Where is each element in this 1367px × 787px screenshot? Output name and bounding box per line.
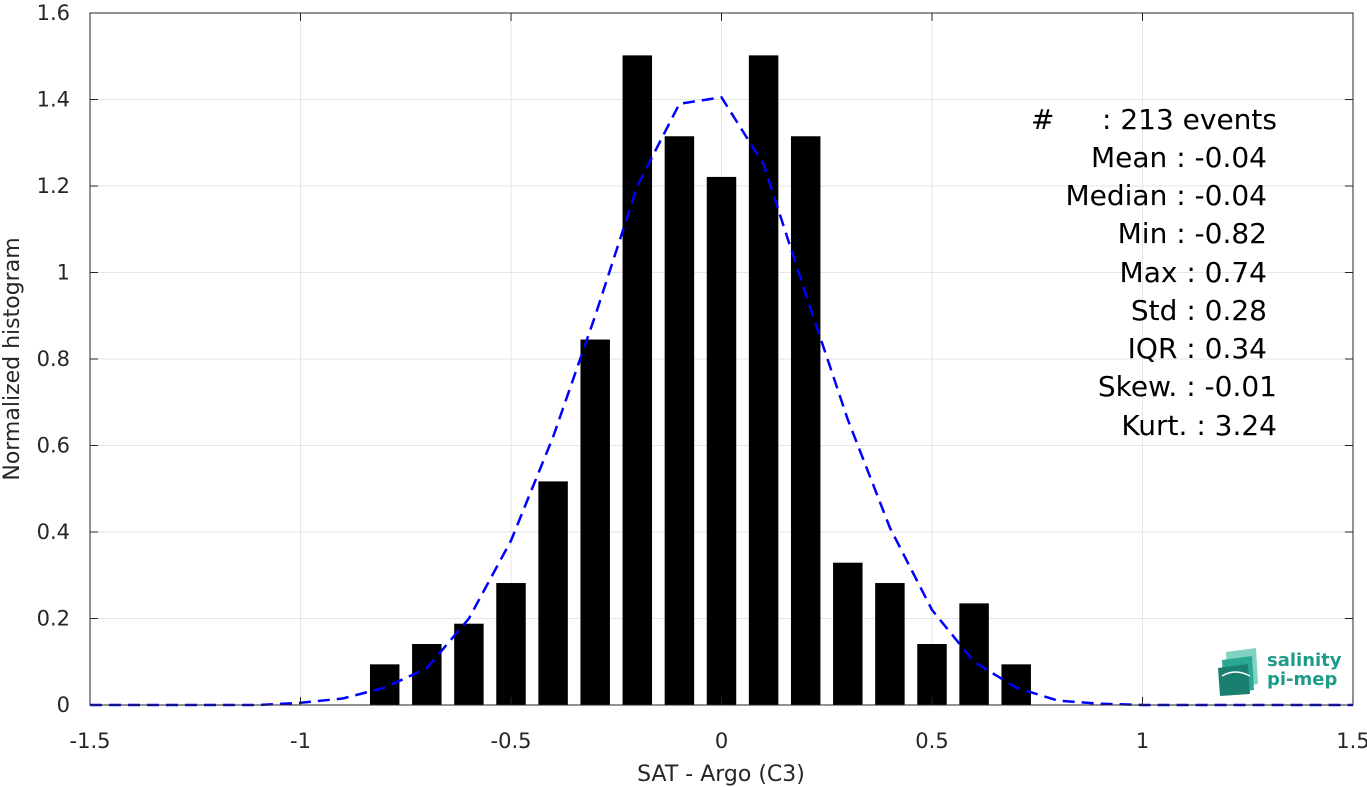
stat-iqr: IQR : 0.34 [1128, 332, 1267, 365]
stat-median: Median : -0.04 [1065, 179, 1267, 212]
histogram-bar [790, 136, 821, 705]
histogram-bar [917, 644, 947, 705]
histogram-bar [412, 644, 442, 705]
x-axis-label: SAT - Argo (C3) [637, 762, 805, 787]
stat-max: Max : 0.74 [1120, 256, 1267, 289]
logo-line-1: salinity [1267, 650, 1342, 671]
histogram-bars [369, 55, 1031, 706]
histogram-bar [959, 603, 989, 705]
y-tick-label: 0 [57, 693, 70, 717]
histogram-bar [538, 481, 568, 705]
salinity-pimep-logo: salinity pi-mep [1218, 648, 1342, 696]
stat-kurt: Kurt. : 3.24 [1121, 409, 1277, 442]
histogram-bar [496, 583, 526, 705]
histogram-bar [580, 339, 610, 705]
y-tick-label: 1.6 [37, 1, 70, 25]
x-tick-label: 1.5 [1336, 729, 1367, 753]
stat-count: : 213 events [1102, 103, 1277, 136]
stat-count-symbol: # [1031, 103, 1054, 136]
y-tick-label: 0.4 [37, 520, 70, 544]
histogram-bar [748, 55, 779, 705]
x-tick-label: 0.5 [915, 729, 948, 753]
logo-line-2: pi-mep [1267, 669, 1337, 690]
y-tick-label: 0.2 [37, 607, 70, 631]
y-axis-label: Normalized histogram [0, 237, 25, 480]
y-tick-label: 1.4 [37, 88, 70, 112]
histogram-bar [875, 583, 905, 705]
histogram-bar [454, 623, 484, 705]
x-tick-label: 1 [1136, 729, 1149, 753]
y-tick-label: 0.6 [37, 434, 70, 458]
y-tick-label: 1 [57, 261, 70, 285]
logo-icon [1218, 648, 1258, 696]
y-tick-label: 1.2 [37, 174, 70, 198]
x-tick-label: -1 [290, 729, 311, 753]
histogram-bar [833, 562, 863, 705]
stat-std: Std : 0.28 [1131, 294, 1267, 327]
histogram-bar [706, 176, 737, 706]
stat-min: Min : -0.82 [1118, 217, 1267, 250]
x-tick-label: -1.5 [70, 729, 111, 753]
axis-ticks: -1.5 -1 -0.5 0 0.5 1 1.5 0 0.2 0.4 0.6 0.8 1 1.2 1.4 1.… [37, 1, 1367, 753]
stat-mean: Mean : -0.04 [1091, 141, 1267, 174]
stats-box: # : 213 events Mean : -0.04 Median : -0.… [1031, 103, 1277, 442]
histogram-bar [664, 136, 695, 705]
x-tick-label: 0 [715, 729, 728, 753]
histogram-bar [622, 55, 653, 705]
histogram-bar [1001, 664, 1031, 705]
y-tick-label: 0.8 [37, 347, 70, 371]
x-tick-label: -0.5 [491, 729, 532, 753]
stat-skew: Skew. : -0.01 [1098, 370, 1277, 403]
histogram-bar [369, 664, 400, 705]
